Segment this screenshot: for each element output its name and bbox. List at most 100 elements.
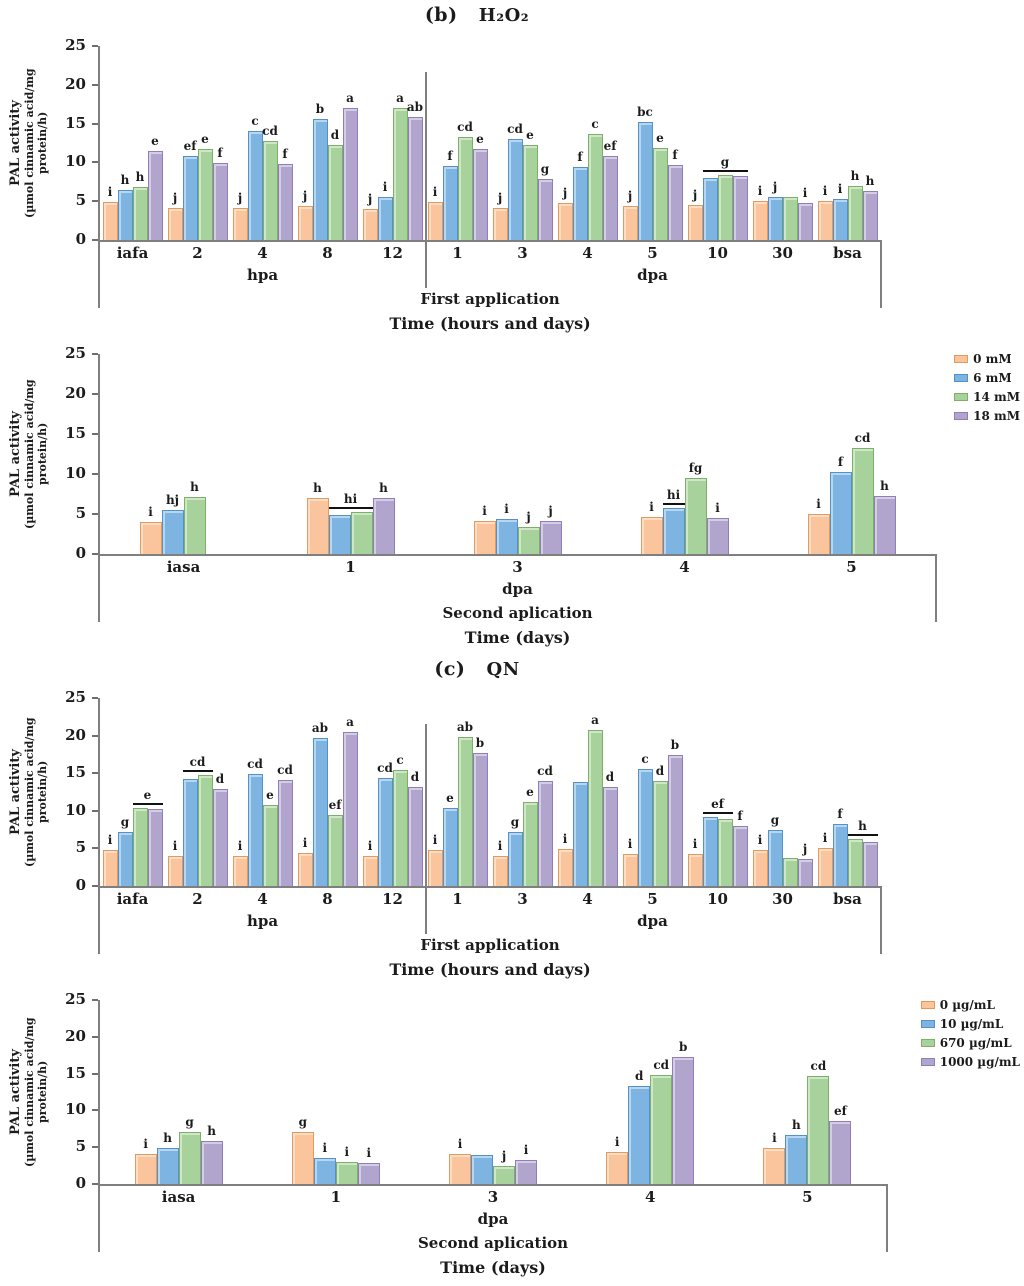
x-section-label: dpa — [477, 1210, 509, 1228]
significance-letter: h — [163, 1130, 172, 1145]
bar-670-g-mL-iasa — [178, 1131, 201, 1184]
bar-1000-g-mL-4 — [277, 779, 293, 886]
y-tick — [92, 200, 98, 203]
x-section-label: dpa — [637, 266, 668, 284]
significance-letter: d — [655, 764, 665, 779]
bar-6-mM-1 — [328, 514, 351, 554]
significance-letter: ef — [183, 139, 197, 154]
bar-1000-g-mL-10 — [732, 825, 748, 886]
y-axis-line — [98, 1000, 100, 1252]
bar-0-mM-12 — [362, 208, 378, 240]
bar-18-mM-5 — [873, 496, 896, 554]
significance-letter: a — [591, 712, 599, 727]
significance-letter: f — [837, 454, 844, 469]
significance-letter: i — [237, 838, 243, 853]
bar-0-g-mL-bsa — [817, 848, 833, 886]
x-category-label: 1 — [345, 558, 356, 576]
x-axis-title: Time (days) — [464, 628, 571, 647]
significance-letter: c — [641, 751, 649, 766]
significance-letter: f — [282, 146, 288, 161]
bar-670-g-mL-1 — [335, 1161, 358, 1184]
significance-letter: cd — [247, 756, 263, 771]
significance-letter: ab — [406, 99, 424, 114]
significance-letter: ef — [328, 798, 342, 813]
bar-0-mM-30 — [752, 201, 768, 240]
significance-letter: i — [822, 831, 828, 846]
bar-0-g-mL-12 — [362, 855, 378, 886]
bar-14-mM-4 — [587, 133, 603, 240]
chart-c-second-application: PAL activity (µmol cinnamic acid/mg prote… — [0, 986, 1024, 1284]
significance-letter: e — [476, 132, 484, 147]
significance-letter: i — [822, 184, 828, 199]
bar-670-g-mL-10 — [717, 819, 733, 886]
x-axis-line — [98, 886, 882, 888]
bar-14-mM-3 — [517, 526, 540, 554]
significance-letter: f — [447, 149, 453, 164]
y-tick-label: 10 — [65, 152, 86, 171]
y-tick — [92, 161, 98, 164]
bar-18-mM-12 — [407, 116, 423, 240]
chart-c-first-application: PAL activity (µmol cinnamic acid/mg prote… — [0, 684, 1024, 986]
significance-letter: e — [201, 132, 209, 147]
legend-item: 0 mM — [954, 352, 1020, 366]
significance-letter-span: hi — [328, 492, 373, 510]
significance-letter: i — [497, 838, 503, 853]
bar-0-mM-2 — [167, 208, 183, 240]
bar-1000-g-mL-2 — [212, 788, 228, 886]
y-tick — [92, 553, 98, 555]
x-category-label: 4 — [582, 890, 593, 908]
significance-letter-span: cd — [182, 755, 213, 773]
y-tick-label: 25 — [65, 344, 86, 362]
significance-letter: e — [656, 130, 664, 145]
significance-letter: i — [382, 180, 388, 195]
bar-10-g-mL-3 — [471, 1154, 493, 1184]
bar-1000-g-mL-5 — [829, 1120, 852, 1184]
significance-letter: cd — [262, 123, 278, 138]
bar-1000-g-mL-bsa — [862, 841, 878, 886]
bar-10-g-mL-8 — [312, 737, 328, 886]
bar-14-mM-iafa — [132, 187, 148, 240]
bar-6-mM-2 — [182, 156, 198, 240]
legend: 0 mM 6 mM 14 mM 18 mM — [954, 352, 1020, 428]
y-tick-label: 20 — [65, 1026, 86, 1045]
significance-letter: i — [367, 838, 373, 853]
bar-6-mM-iasa — [161, 510, 184, 554]
significance-letter: a — [346, 91, 354, 106]
bar-0-mM-4 — [640, 517, 663, 554]
significance-letter: h — [207, 1124, 216, 1139]
significance-letter: i — [715, 501, 720, 515]
y-tick-label: 0 — [75, 544, 86, 562]
y-tick — [92, 809, 98, 812]
significance-letter: c — [396, 753, 404, 768]
x-section-label: dpa — [502, 580, 533, 598]
orange-swatch — [920, 1001, 935, 1009]
y-tick-label: 0 — [75, 230, 86, 248]
y-axis-title-line2: (µmol cinnamic acid/mg protein/h) — [23, 68, 49, 218]
bar-1000-g-mL-3 — [537, 781, 553, 886]
significance-letter: h — [120, 172, 130, 187]
significance-letter: i — [302, 835, 308, 850]
x-category-label: iafa — [116, 890, 149, 908]
significance-letter: ef — [833, 1103, 847, 1118]
bar-0-g-mL-1 — [427, 849, 443, 886]
bar-0-g-mL-30 — [752, 849, 768, 886]
y-tick-label: 20 — [65, 384, 86, 402]
bar-0-g-mL-4 — [232, 855, 248, 886]
bar-1000-g-mL-3 — [515, 1160, 537, 1184]
x-category-label: 12 — [382, 890, 403, 908]
y-tick-label: 20 — [65, 74, 86, 93]
legend-item: 10 µg/mL — [920, 1017, 1020, 1031]
x-section-label: dpa — [637, 912, 668, 930]
significance-letter-span: h — [847, 819, 878, 837]
significance-letter: e — [526, 784, 534, 799]
legend-label: 1000 µg/mL — [939, 1055, 1020, 1069]
significance-letter: f — [577, 150, 583, 165]
bar-670-g-mL-1 — [457, 737, 473, 886]
bar-1000-g-mL-iasa — [200, 1141, 223, 1184]
bar-10-g-mL-iasa — [156, 1147, 179, 1184]
y-tick — [92, 1035, 98, 1038]
bar-6-mM-1 — [442, 166, 458, 240]
bar-14-mM-12 — [392, 108, 408, 240]
significance-letter: i — [322, 1140, 328, 1155]
y-tick — [92, 513, 98, 515]
